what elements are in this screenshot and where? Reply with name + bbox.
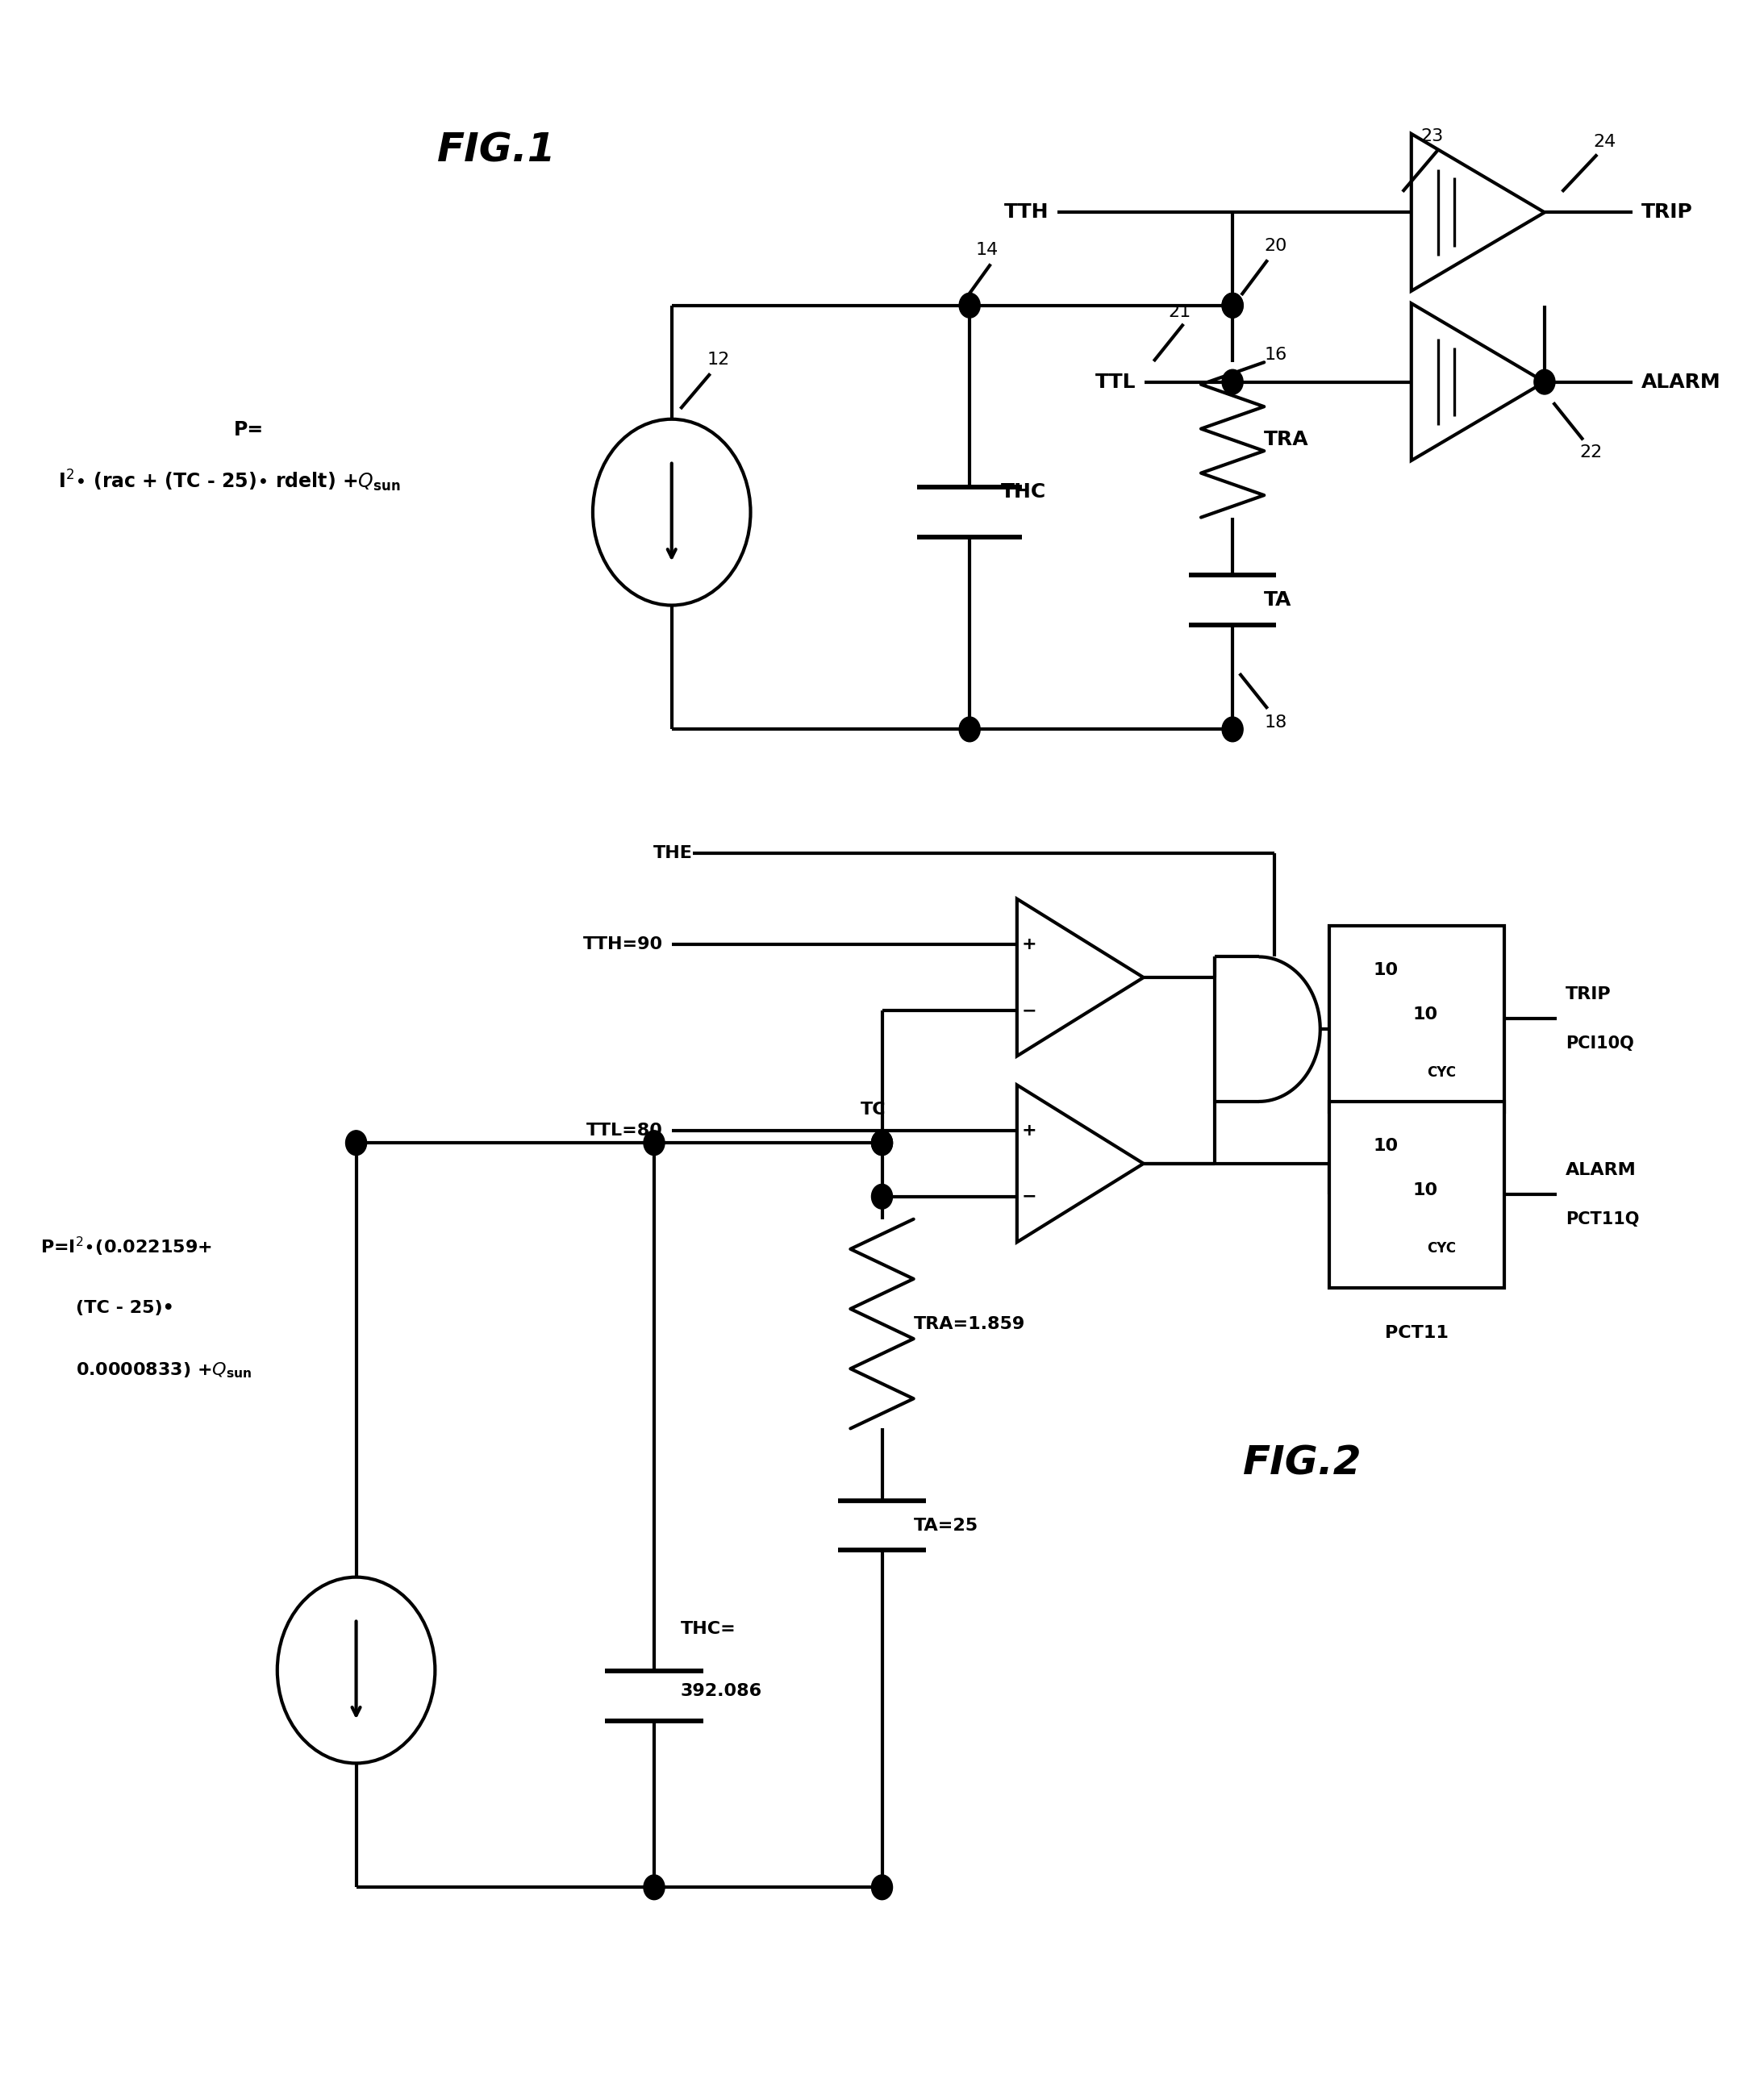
Circle shape <box>871 1131 893 1156</box>
Text: I$^{2}$$\bullet$ (rac + (TC - 25)$\bullet$ rdelt) +$\mathit{Q}_\mathregular{sun}: I$^{2}$$\bullet$ (rac + (TC - 25)$\bulle… <box>58 468 400 495</box>
Text: 12: 12 <box>707 351 730 368</box>
Circle shape <box>1222 370 1244 395</box>
Bar <box>1328 925 1505 1112</box>
Text: TTL: TTL <box>1095 372 1136 391</box>
Circle shape <box>871 1131 893 1156</box>
Text: CYC: CYC <box>1427 1241 1455 1256</box>
Text: (TC - 25)•: (TC - 25)• <box>76 1299 175 1316</box>
Text: TTH=90: TTH=90 <box>582 936 663 952</box>
Text: THE: THE <box>653 846 693 861</box>
Text: 10: 10 <box>1413 1181 1438 1198</box>
Text: 392.086: 392.086 <box>681 1682 762 1699</box>
Circle shape <box>960 293 981 318</box>
Text: THC: THC <box>1002 482 1046 501</box>
Text: 24: 24 <box>1593 135 1616 150</box>
Text: P=: P= <box>233 420 263 439</box>
Text: 22: 22 <box>1579 445 1602 459</box>
Text: TA=25: TA=25 <box>914 1518 979 1534</box>
Text: FIG.1: FIG.1 <box>437 131 556 170</box>
Text: +: + <box>1021 1123 1037 1139</box>
Text: TTH: TTH <box>1004 204 1048 222</box>
Circle shape <box>644 1131 665 1156</box>
Text: TRA=1.859: TRA=1.859 <box>914 1316 1025 1333</box>
Circle shape <box>346 1131 367 1156</box>
Circle shape <box>1222 293 1244 318</box>
Text: 0.0000833) +$\mathit{Q}_\mathregular{sun}$: 0.0000833) +$\mathit{Q}_\mathregular{sun… <box>76 1362 252 1380</box>
Text: FIG.2: FIG.2 <box>1244 1445 1362 1482</box>
Circle shape <box>871 1875 893 1900</box>
Text: P=I$^{2}$$\bullet$(0.022159+: P=I$^{2}$$\bullet$(0.022159+ <box>41 1235 212 1258</box>
Text: 16: 16 <box>1265 347 1288 364</box>
Text: TRIP: TRIP <box>1566 985 1611 1002</box>
Text: 14: 14 <box>975 241 998 258</box>
Text: TRIP: TRIP <box>1641 204 1692 222</box>
Text: −: − <box>1021 1189 1037 1204</box>
Text: 10: 10 <box>1374 963 1399 979</box>
Circle shape <box>644 1875 665 1900</box>
Text: ALARM: ALARM <box>1566 1162 1637 1179</box>
Text: 21: 21 <box>1168 304 1191 320</box>
Text: TC: TC <box>861 1102 886 1119</box>
Text: TA: TA <box>1265 590 1291 609</box>
Text: ALARM: ALARM <box>1641 372 1720 391</box>
Text: CYC: CYC <box>1427 1067 1455 1081</box>
Text: 10: 10 <box>1374 1137 1399 1154</box>
Circle shape <box>960 717 981 742</box>
Text: 18: 18 <box>1265 715 1288 732</box>
Text: 10: 10 <box>1413 1006 1438 1023</box>
Text: PCT11Q: PCT11Q <box>1566 1212 1639 1227</box>
Text: +: + <box>1021 936 1037 952</box>
Circle shape <box>1222 717 1244 742</box>
Text: TRA: TRA <box>1265 430 1309 449</box>
Bar <box>1328 1102 1505 1287</box>
Text: 23: 23 <box>1422 129 1443 143</box>
Text: PCT11: PCT11 <box>1385 1324 1448 1341</box>
Text: −: − <box>1021 1002 1037 1019</box>
Text: THC=: THC= <box>681 1622 736 1636</box>
Text: TTL=80: TTL=80 <box>586 1123 663 1139</box>
Circle shape <box>1222 293 1244 318</box>
Text: PCI10Q: PCI10Q <box>1566 1035 1633 1052</box>
Text: 20: 20 <box>1265 237 1288 254</box>
Circle shape <box>1535 370 1556 395</box>
Circle shape <box>871 1185 893 1210</box>
